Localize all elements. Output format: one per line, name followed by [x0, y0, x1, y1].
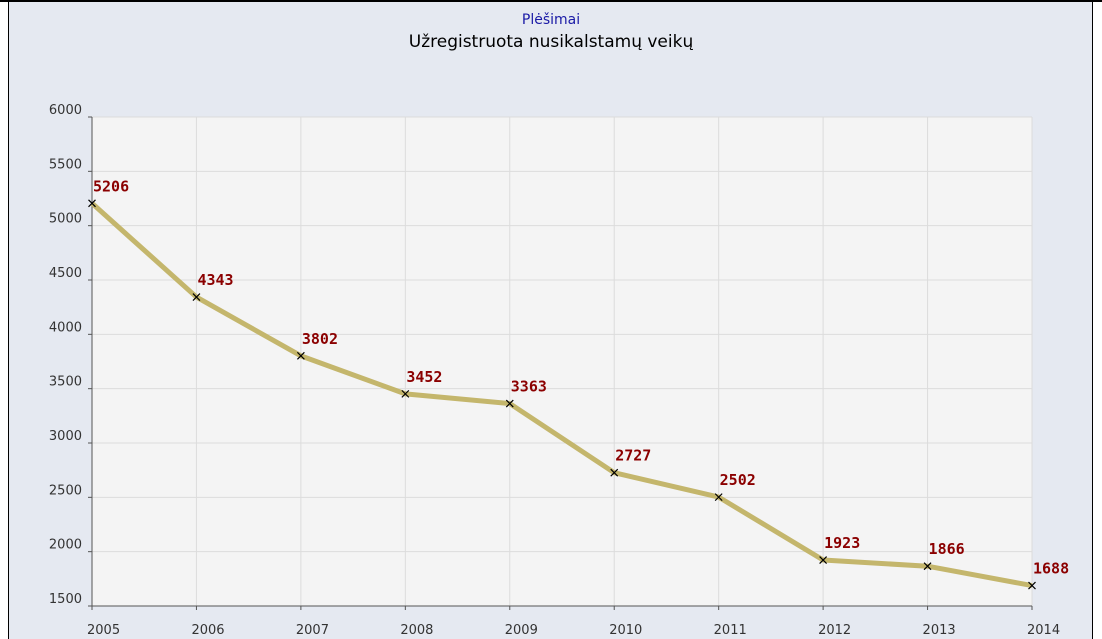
- x-tick-label: 2013: [923, 623, 956, 638]
- data-label: 1923: [824, 534, 860, 552]
- grid: 1500 2000 2500 3000 3500 4000 4500 5000 5500 6000…: [49, 103, 1060, 638]
- data-point: [88, 199, 96, 208]
- data-label: 3363: [511, 378, 547, 396]
- data-point: [401, 389, 410, 398]
- data-label: 3452: [406, 368, 442, 386]
- data-label: 5206: [93, 177, 129, 195]
- data-line: [90, 201, 1033, 589]
- data-label: 3802: [302, 330, 338, 348]
- y-tick-label: 2000: [49, 538, 82, 553]
- y-tick-label: 2500: [49, 483, 82, 498]
- x-tick-label: 2011: [714, 623, 747, 638]
- x-tick-label: 2010: [609, 623, 642, 638]
- data-point: [819, 556, 828, 564]
- y-tick-label: 5000: [49, 212, 82, 227]
- plot-area: [92, 117, 1032, 606]
- data-label: 2727: [615, 447, 651, 465]
- data-point: [505, 399, 514, 408]
- data-label: 1688: [1033, 560, 1069, 578]
- y-tick-label: 3500: [49, 375, 82, 390]
- x-tick-label: 2007: [296, 623, 329, 638]
- y-tick-label: 6000: [49, 103, 82, 118]
- data-point: [610, 468, 619, 477]
- data-point: [192, 293, 201, 301]
- data-point: [1028, 581, 1036, 590]
- y-tick-label: 4000: [49, 320, 82, 335]
- x-tick-label: 2014: [1027, 623, 1060, 638]
- y-tick-label: 5500: [49, 157, 82, 172]
- data-label: 1866: [929, 540, 965, 558]
- data-point: [923, 562, 932, 571]
- y-tick-label: 1500: [49, 592, 82, 607]
- y-tick-label: 3000: [49, 429, 82, 444]
- data-label: 4343: [197, 271, 233, 289]
- series: 5206 4343 3802 3452 3363 2727 2502 1923 1866 1688: [88, 177, 1069, 590]
- y-tick-label: 4500: [49, 266, 82, 281]
- data-point: [296, 351, 305, 360]
- x-tick-label: 2006: [191, 623, 224, 638]
- chart-title: Užregistruota nusikalstamų veikų: [409, 32, 694, 52]
- data-label: 2502: [720, 471, 756, 489]
- x-tick-label: 2008: [400, 623, 433, 638]
- x-tick-label: 2005: [87, 623, 120, 638]
- x-tick-label: 2009: [505, 623, 538, 638]
- data-point: [714, 493, 723, 502]
- chart-subtitle: Plėšimai: [522, 12, 580, 28]
- x-tick-label: 2012: [818, 623, 851, 638]
